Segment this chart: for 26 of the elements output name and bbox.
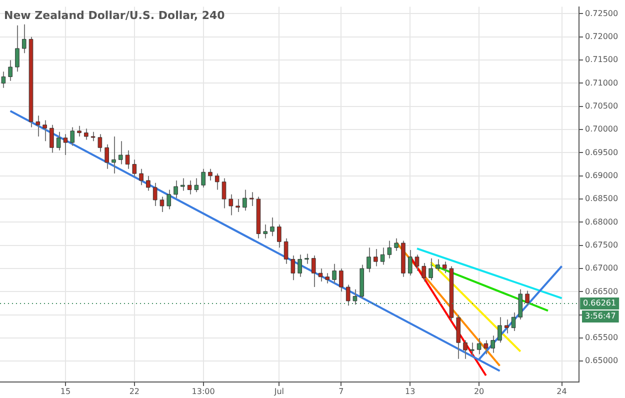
- y-tick-label: 0.71000: [585, 78, 618, 88]
- x-tick-label: 13: [405, 386, 416, 396]
- y-tick-label: 0.71500: [585, 55, 618, 64]
- y-tick-label: 0.69500: [585, 148, 618, 157]
- text: 3:56:47: [585, 312, 616, 321]
- y-tick-label: 0.72000: [585, 32, 618, 41]
- chart-title: New Zealand Dollar/U.S. Dollar, 240: [4, 9, 226, 22]
- y-tick-label: 0.65000: [585, 356, 618, 366]
- x-tick-label: 7: [338, 386, 344, 396]
- y-tick-label: 0.72500: [585, 8, 618, 18]
- ref-line-label: 0.66261: [583, 298, 616, 308]
- y-tick-label: 0.66500: [585, 286, 618, 296]
- x-tick-label: 20: [474, 386, 484, 396]
- y-tick-label: 0.68000: [585, 217, 618, 226]
- y-tick-label: 0.70000: [585, 124, 618, 134]
- y-tick-label: 0.65500: [585, 333, 618, 342]
- x-tick-label: 24: [556, 386, 567, 396]
- y-tick-label: 0.67000: [585, 264, 618, 273]
- x-tick-label: 13:00: [192, 386, 215, 396]
- x-tick-label: Jul: [273, 386, 284, 396]
- x-tick-label: 15: [60, 386, 71, 396]
- y-tick-label: 0.68500: [585, 194, 618, 204]
- x-tick-label: 22: [129, 386, 140, 396]
- y-tick-label: 0.70500: [585, 101, 618, 110]
- y-tick-label: 0.67500: [585, 240, 618, 250]
- y-tick-label: 0.69000: [585, 170, 618, 180]
